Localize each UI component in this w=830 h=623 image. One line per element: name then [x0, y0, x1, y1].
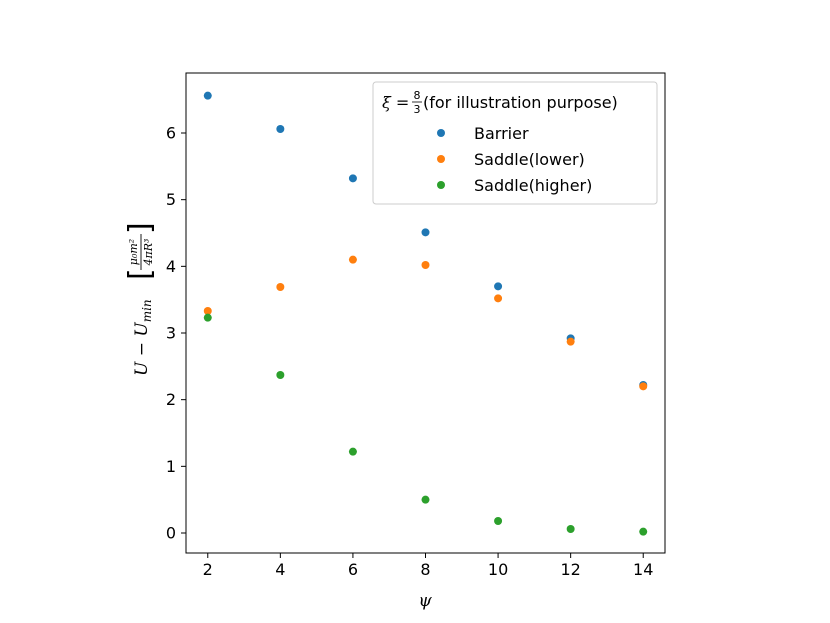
- y-axis-label-den: 4πR³: [142, 239, 155, 267]
- svg-text:U − Umin: U − Umin: [132, 299, 154, 376]
- legend-title-den: 3: [414, 103, 421, 116]
- legend-title-num: 8: [414, 89, 421, 102]
- y-tick-label: 2: [166, 390, 176, 409]
- legend-box: [372, 81, 658, 205]
- data-point-series-2: [203, 307, 212, 315]
- data-point-series-2: [276, 283, 285, 291]
- x-tick-label: 8: [420, 560, 430, 579]
- data-point-series-3: [348, 447, 357, 456]
- x-tick-label: 10: [488, 560, 508, 579]
- legend-entry-label: Barrier: [474, 124, 529, 143]
- y-axis-ticks: 0 1 2 3 4 5 6: [166, 124, 186, 543]
- legend-entry-label: Saddle(higher): [474, 176, 592, 195]
- legend-marker: [437, 129, 445, 137]
- y-tick-label: 6: [166, 124, 176, 143]
- data-point-series-3: [566, 525, 575, 533]
- data-point-series-2: [639, 382, 648, 391]
- data-point-series-2: [566, 337, 575, 346]
- y-tick-label: 0: [166, 524, 176, 543]
- x-tick-label: 12: [560, 560, 580, 579]
- data-point-series-3: [639, 527, 648, 536]
- data-point-series-1: [348, 174, 357, 183]
- y-tick-label: 3: [166, 324, 176, 343]
- legend-entries: Barrier Saddle(lower) Saddle(higher): [437, 124, 592, 195]
- data-point-series-2: [421, 261, 430, 269]
- data-point-series-3: [203, 313, 212, 322]
- x-tick-label: 2: [203, 560, 213, 579]
- data-point-series-1: [276, 125, 285, 133]
- data-point-series-2: [348, 255, 357, 264]
- y-tick-label: 4: [166, 257, 176, 276]
- x-tick-label: 14: [633, 560, 653, 579]
- data-points: [203, 91, 648, 536]
- x-tick-label: 4: [275, 560, 285, 579]
- y-axis-label-sub: min: [140, 299, 154, 322]
- data-point-series-1: [421, 228, 430, 237]
- x-axis-ticks: 2 4 6 8 10 12 14: [203, 553, 653, 579]
- legend-title-suffix: (for illustration purpose): [423, 93, 618, 112]
- legend: ξ = 8 3 (for illustration purpose) Barri…: [372, 81, 658, 205]
- x-tick-label: 6: [348, 560, 358, 579]
- y-tick-label: 5: [166, 190, 176, 209]
- data-point-series-3: [276, 371, 285, 379]
- data-point-series-3: [494, 517, 503, 525]
- y-axis-label-num: μ₀m²: [127, 239, 140, 265]
- data-point-series-1: [494, 282, 503, 291]
- data-point-series-3: [421, 495, 430, 504]
- data-point-series-1: [203, 91, 212, 100]
- legend-marker: [437, 155, 445, 163]
- x-axis-label: ψ: [418, 591, 432, 611]
- y-axis-label-bracket-left: [: [123, 268, 158, 280]
- data-point-series-2: [494, 294, 503, 303]
- legend-title: ξ =: [382, 93, 409, 112]
- legend-entry-label: Saddle(lower): [474, 150, 585, 169]
- y-tick-label: 1: [166, 457, 176, 476]
- y-axis-label-main: U − U: [132, 322, 152, 376]
- y-axis-label: U − Umin [ μ₀m² 4πR³ ]: [123, 222, 158, 376]
- legend-marker: [437, 181, 445, 189]
- y-axis-label-bracket-right: ]: [123, 222, 158, 234]
